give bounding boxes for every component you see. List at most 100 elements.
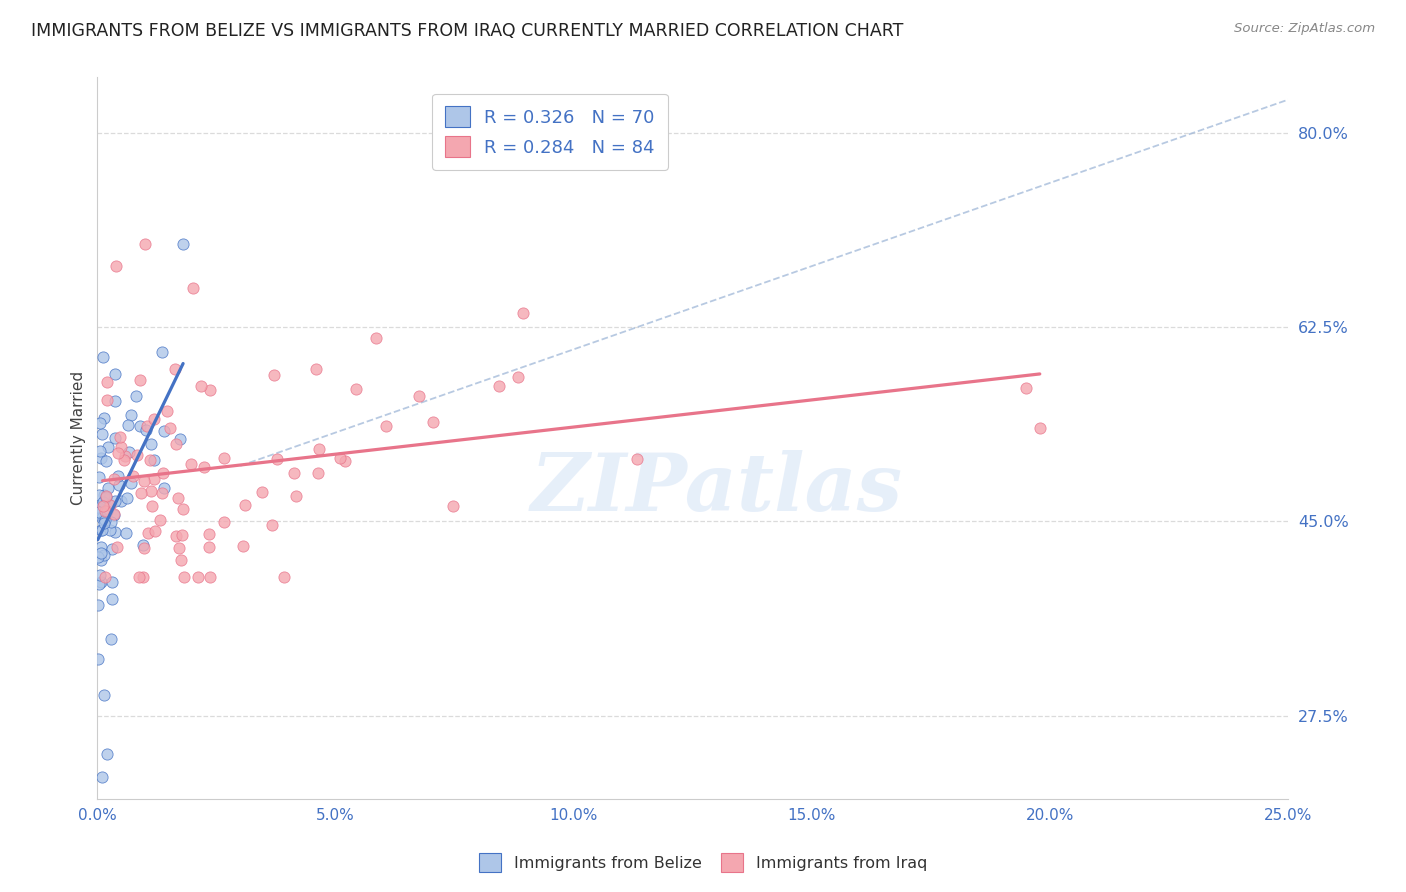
Point bbox=[91, 500, 114, 514]
Point bbox=[97, 481, 120, 495]
Point bbox=[132, 538, 155, 552]
Point bbox=[153, 424, 176, 438]
Point bbox=[167, 541, 190, 556]
Point bbox=[110, 441, 132, 455]
Point bbox=[108, 430, 131, 444]
Point bbox=[190, 379, 212, 393]
Point bbox=[142, 472, 165, 486]
Point bbox=[100, 632, 122, 647]
Point bbox=[181, 281, 204, 295]
Point bbox=[263, 368, 285, 383]
Point bbox=[114, 525, 136, 540]
Point bbox=[149, 513, 172, 527]
Point bbox=[103, 508, 125, 523]
Point bbox=[124, 389, 146, 403]
Point bbox=[165, 436, 187, 450]
Point bbox=[90, 553, 112, 567]
Point bbox=[89, 416, 111, 430]
Point bbox=[143, 453, 166, 467]
Point bbox=[94, 490, 117, 504]
Point bbox=[152, 466, 174, 480]
Text: ZIPatlas: ZIPatlas bbox=[530, 450, 903, 527]
Point bbox=[97, 440, 120, 454]
Point bbox=[197, 527, 219, 541]
Point bbox=[143, 524, 166, 538]
Point bbox=[125, 448, 148, 462]
Point bbox=[198, 383, 221, 397]
Point bbox=[408, 389, 430, 403]
Point bbox=[156, 403, 179, 417]
Point bbox=[129, 374, 152, 388]
Point bbox=[305, 362, 328, 376]
Point bbox=[87, 550, 110, 565]
Point bbox=[1029, 421, 1052, 435]
Point bbox=[134, 541, 156, 555]
Point bbox=[114, 450, 136, 464]
Point bbox=[118, 445, 141, 459]
Point bbox=[87, 651, 110, 665]
Point bbox=[112, 453, 135, 467]
Point bbox=[308, 442, 330, 457]
Point bbox=[307, 466, 329, 480]
Point bbox=[115, 491, 138, 505]
Point bbox=[90, 523, 112, 537]
Point bbox=[90, 523, 112, 537]
Point bbox=[87, 501, 110, 516]
Point bbox=[122, 468, 145, 483]
Point bbox=[262, 518, 284, 533]
Point bbox=[170, 553, 193, 567]
Point bbox=[129, 486, 152, 500]
Point bbox=[172, 236, 194, 251]
Point bbox=[104, 393, 127, 408]
Point bbox=[93, 516, 115, 530]
Point bbox=[132, 474, 155, 488]
Point bbox=[135, 419, 157, 434]
Point bbox=[135, 423, 157, 437]
Point bbox=[87, 505, 110, 519]
Point bbox=[232, 539, 254, 553]
Point bbox=[364, 331, 387, 345]
Point bbox=[91, 495, 114, 509]
Point bbox=[283, 466, 305, 480]
Point bbox=[87, 500, 110, 514]
Point bbox=[333, 454, 356, 468]
Point bbox=[87, 577, 110, 591]
Point bbox=[93, 504, 115, 518]
Legend: Immigrants from Belize, Immigrants from Iraq: Immigrants from Belize, Immigrants from … bbox=[471, 845, 935, 880]
Point bbox=[187, 570, 209, 584]
Point bbox=[150, 486, 173, 500]
Point bbox=[90, 540, 112, 554]
Point bbox=[110, 494, 132, 508]
Point bbox=[107, 445, 129, 459]
Point bbox=[198, 540, 221, 554]
Point bbox=[142, 411, 165, 425]
Text: IMMIGRANTS FROM BELIZE VS IMMIGRANTS FROM IRAQ CURRENTLY MARRIED CORRELATION CHA: IMMIGRANTS FROM BELIZE VS IMMIGRANTS FRO… bbox=[31, 22, 903, 40]
Point bbox=[93, 350, 115, 364]
Point bbox=[87, 470, 110, 484]
Point bbox=[512, 306, 534, 320]
Point bbox=[90, 426, 112, 441]
Point bbox=[139, 483, 162, 498]
Point bbox=[93, 548, 115, 562]
Point bbox=[90, 575, 112, 590]
Point bbox=[214, 451, 236, 466]
Point bbox=[150, 344, 173, 359]
Point bbox=[94, 513, 117, 527]
Point bbox=[94, 454, 117, 468]
Point bbox=[96, 393, 118, 408]
Point bbox=[100, 498, 122, 512]
Point bbox=[96, 504, 118, 518]
Point bbox=[103, 507, 125, 521]
Point bbox=[167, 491, 190, 506]
Point bbox=[120, 475, 142, 490]
Point bbox=[132, 570, 155, 584]
Point bbox=[250, 484, 273, 499]
Point bbox=[626, 451, 648, 466]
Point bbox=[173, 570, 195, 584]
Text: Source: ZipAtlas.com: Source: ZipAtlas.com bbox=[1234, 22, 1375, 36]
Point bbox=[141, 499, 163, 513]
Point bbox=[93, 488, 115, 502]
Point bbox=[89, 487, 111, 501]
Point bbox=[100, 515, 122, 529]
Point bbox=[101, 575, 124, 590]
